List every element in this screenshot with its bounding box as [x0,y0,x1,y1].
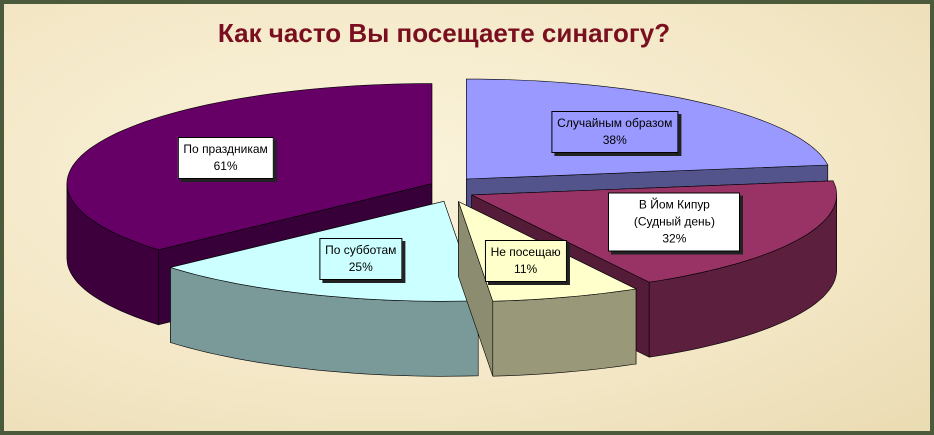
data-label: Не посещаю 11% [484,239,567,282]
label-value: 32% [662,231,687,246]
label-name: Не посещаю [490,244,561,259]
label-name: По субботам [325,242,397,257]
label-value: 11% [514,261,538,276]
label-value: 61% [213,159,238,174]
data-label: Случайным образом 38% [551,111,679,154]
label-value: 38% [602,133,627,148]
label-name: По праздникам [183,142,268,157]
pie-plot [66,78,838,377]
data-label: По праздникам 61% [177,137,274,180]
label-name: В Йом Кипур (Судный день) [633,197,715,229]
label-value: 25% [348,259,373,274]
label-name: Случайным образом [557,116,673,131]
data-label: В Йом Кипур (Судный день) 32% [608,192,741,252]
chart-title: Как часто Вы посещаете синагогу? [217,18,671,48]
data-label: По субботам 25% [319,237,403,280]
slice-wall [492,288,637,377]
